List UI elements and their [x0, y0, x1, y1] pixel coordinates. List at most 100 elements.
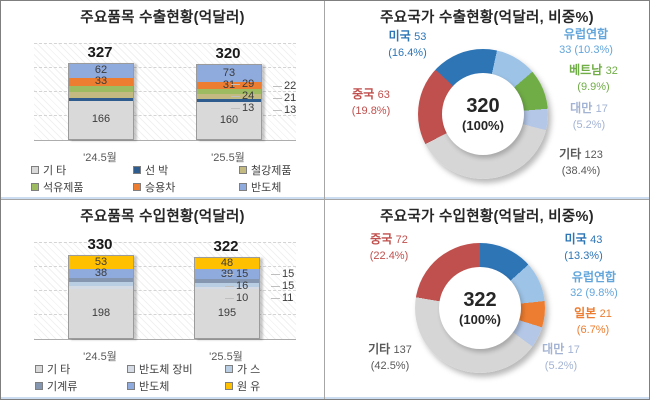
segment-value-label: 195	[217, 307, 237, 320]
donut-label-line: (38.4%)	[561, 165, 601, 177]
stacked-bar: 195 39 48	[194, 256, 260, 339]
segment-value-label: 73	[222, 67, 236, 80]
legend-item: 기계류	[35, 378, 77, 394]
bar-segment	[69, 92, 133, 98]
bar-segment: 166	[69, 100, 133, 139]
legend-marker	[31, 183, 39, 191]
segment-value-label: 33	[94, 75, 108, 88]
legend-item: 철강제품	[239, 162, 291, 178]
bar-plot-area: 198 38 53 195 39 48	[34, 242, 296, 340]
legend-label: 철강제품	[251, 165, 292, 177]
bar-segment	[69, 97, 133, 101]
donut-center-share: (100%)	[462, 117, 504, 133]
legend-item: 석유제품	[31, 179, 83, 195]
donut-ring: 320 (100%)	[418, 49, 548, 179]
legend-marker	[31, 166, 39, 174]
callout-value-label: 13	[242, 102, 255, 115]
legend-label: 반도체 장비	[139, 364, 193, 376]
bar-segment	[195, 286, 259, 290]
callout-leader-line	[273, 110, 282, 112]
gridline	[34, 242, 296, 243]
legend-marker	[35, 365, 43, 373]
callout-leader-line	[225, 297, 234, 299]
callout-leader-line	[271, 298, 280, 300]
donut-slice-label: 중국 63 (19.8%)	[333, 87, 409, 119]
donut-label-line: (13.3%)	[564, 250, 603, 262]
bar-segment: 48	[195, 256, 259, 270]
donut-ring: 322 (100%)	[415, 243, 545, 373]
bar-segment: 53	[69, 255, 133, 269]
donut-label-line: 32 (9.8%)	[570, 287, 618, 299]
gridline	[34, 115, 296, 116]
callout-leader-line	[225, 285, 234, 287]
legend-label: 가 스	[237, 364, 261, 376]
donut-label-line: 중국 72	[370, 232, 408, 246]
callout-value-label: 29	[242, 78, 255, 91]
donut-label-line: 대만 17	[570, 101, 608, 115]
donut-slice-label: 미국 43 (13.3%)	[541, 232, 626, 264]
legend-label: 반도체	[139, 381, 170, 393]
legend-marker	[239, 166, 247, 174]
callout-leader-line	[231, 96, 240, 98]
callout-value-label: 22	[284, 80, 297, 93]
donut-center: 322 (100%)	[439, 267, 521, 349]
callout-leader-line	[225, 273, 234, 275]
donut-label-line: (6.7%)	[576, 324, 610, 336]
legend-label: 석유제품	[43, 182, 84, 194]
bar-segment: 73	[197, 65, 261, 83]
callout-leader-line	[271, 286, 280, 288]
bar-segment: 31	[197, 80, 261, 91]
donut-label-line: 베트남 32	[569, 63, 618, 77]
legend-item: 기 타	[31, 162, 66, 178]
callout-value-label: 11	[282, 292, 294, 305]
segment-value-label: 166	[91, 113, 111, 126]
stacked-bar: 160 31 73	[196, 64, 262, 140]
donut-label-line: (9.9%)	[577, 81, 610, 93]
segment-value-label: 198	[91, 306, 111, 319]
bar-total-label: 320	[215, 45, 241, 63]
donut-center: 320 (100%)	[442, 73, 524, 155]
donut-slice-label: 기타 123 (38.4%)	[537, 147, 625, 179]
legend-marker	[239, 183, 247, 191]
segment-value-label: 62	[94, 64, 108, 77]
axis-category-label: '24.5월	[83, 351, 117, 363]
donut-center-value: 322	[463, 288, 497, 311]
stacked-bar: 166 33 62	[68, 62, 134, 140]
donut-slice-label: 중국 72 (22.4%)	[349, 232, 429, 264]
legend-item: 승용차	[133, 179, 175, 195]
legend-item: 반도체	[239, 179, 281, 195]
stacked-bar: 198 38 53	[68, 254, 134, 339]
bar-segment: 62	[69, 63, 133, 79]
legend-label: 기계류	[47, 381, 78, 393]
donut-slice-label: 기타 137 (42.5%)	[345, 342, 435, 374]
panel-export-items: 주요품목 수출현황(억달러) 166 33 62 160 31 73 327 '24.5월 29…	[1, 1, 325, 200]
bar-segment	[69, 286, 133, 289]
import-countries-title: 주요국가 수입현황(억달러, 비중%)	[380, 209, 594, 225]
legend-label: 선 박	[145, 165, 169, 177]
donut-slice-label: 대만 17 (5.2%)	[549, 101, 629, 133]
legend-item: 원 유	[225, 378, 260, 394]
bar-segment: 160	[197, 102, 261, 139]
donut-slice-label: 미국 53 (16.4%)	[365, 29, 450, 61]
bar-segment	[197, 89, 261, 95]
donut-label-line: 기타 137	[368, 342, 412, 356]
bar-segment	[69, 85, 133, 93]
axis-category-label: '25.5월	[211, 152, 245, 164]
gridline	[34, 266, 296, 267]
segment-value-label: 48	[220, 256, 234, 269]
export-countries-chart: 320 (100%) 미국 53 (16.4%) 유럽연합 33 (10.3%) 베트남 3…	[325, 1, 649, 199]
callout-leader-line	[271, 274, 280, 276]
bar-segment	[69, 282, 133, 286]
legend-label: 원 유	[237, 381, 261, 393]
callout-value-label: 15	[236, 267, 249, 280]
donut-center-share: (100%)	[459, 311, 501, 327]
callout-value-label: 16	[236, 279, 249, 292]
callout-value-label: 10	[236, 291, 249, 304]
donut-label-line: 중국 63	[352, 87, 390, 101]
callout-leader-line	[273, 98, 282, 100]
donut-slice-label: 베트남 32 (9.9%)	[551, 63, 636, 95]
legend-marker	[127, 365, 135, 373]
donut-label-line: 기타 123	[559, 147, 603, 161]
import-items-title: 주요품목 수입현황(억달러)	[80, 209, 245, 225]
callout-leader-line	[231, 84, 240, 86]
